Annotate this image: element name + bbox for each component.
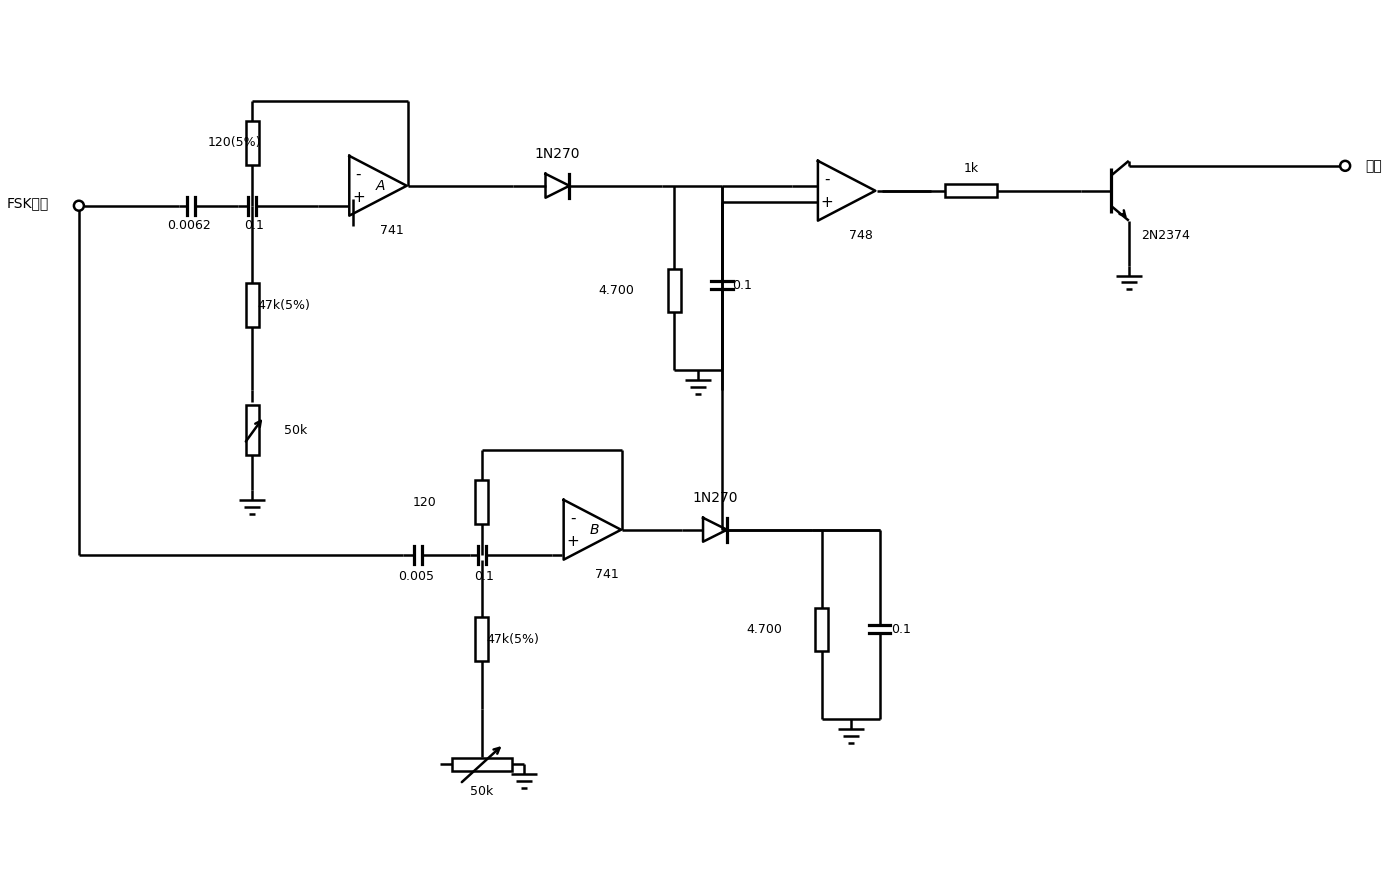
- Text: -: -: [356, 167, 362, 182]
- Text: 50k: 50k: [470, 786, 493, 798]
- Text: 0.1: 0.1: [244, 219, 264, 232]
- Text: 1N270: 1N270: [535, 147, 581, 161]
- Text: 0.005: 0.005: [398, 570, 434, 583]
- Circle shape: [74, 201, 84, 211]
- Text: 120: 120: [413, 496, 437, 509]
- Text: A: A: [376, 179, 385, 193]
- Bar: [246, 284, 258, 328]
- Text: 741: 741: [381, 224, 405, 237]
- Text: 0.1: 0.1: [732, 279, 752, 292]
- Bar: [815, 608, 828, 651]
- Bar: [246, 405, 258, 455]
- Text: 1k: 1k: [963, 162, 979, 175]
- Bar: [667, 269, 681, 312]
- Text: +: +: [821, 195, 833, 210]
- Bar: [246, 121, 258, 165]
- Text: 0.0062: 0.0062: [166, 219, 211, 232]
- Text: 1N270: 1N270: [692, 491, 737, 505]
- Text: 输出: 输出: [1365, 158, 1382, 173]
- Text: +: +: [352, 190, 364, 205]
- Text: 748: 748: [849, 229, 872, 242]
- Text: 741: 741: [595, 568, 618, 581]
- Text: 4.700: 4.700: [745, 623, 782, 636]
- Text: 47k(5%): 47k(5%): [257, 299, 310, 312]
- Bar: [945, 184, 997, 198]
- Bar: [475, 481, 489, 524]
- Bar: [452, 757, 511, 771]
- Text: -: -: [570, 511, 575, 526]
- Text: 50k: 50k: [285, 424, 307, 436]
- Text: B: B: [589, 522, 599, 537]
- Text: 47k(5%): 47k(5%): [487, 633, 540, 646]
- Text: 2N2374: 2N2374: [1142, 229, 1191, 242]
- Text: 120(5%): 120(5%): [208, 136, 261, 150]
- Text: 0.1: 0.1: [892, 623, 912, 636]
- Text: FSK输入: FSK输入: [7, 196, 49, 210]
- Text: +: +: [567, 534, 579, 548]
- Text: 0.1: 0.1: [473, 570, 494, 583]
- Text: -: -: [824, 172, 829, 187]
- Bar: [475, 618, 489, 661]
- Circle shape: [1340, 161, 1350, 171]
- Text: 4.700: 4.700: [599, 284, 634, 297]
